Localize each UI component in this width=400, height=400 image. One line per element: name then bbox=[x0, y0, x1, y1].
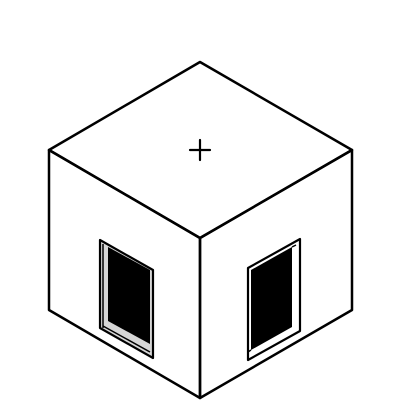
plus-icon bbox=[188, 138, 212, 162]
left-window-opening bbox=[108, 247, 150, 344]
left-window-sill-edge bbox=[102, 325, 151, 353]
left-face-window bbox=[98, 238, 155, 360]
cube-right-face bbox=[198, 148, 354, 400]
right-window-reveal-edge bbox=[291, 244, 297, 248]
right-window-opening bbox=[251, 247, 292, 350]
right-face-window bbox=[246, 237, 302, 362]
right-window-sill-edge bbox=[247, 349, 252, 353]
